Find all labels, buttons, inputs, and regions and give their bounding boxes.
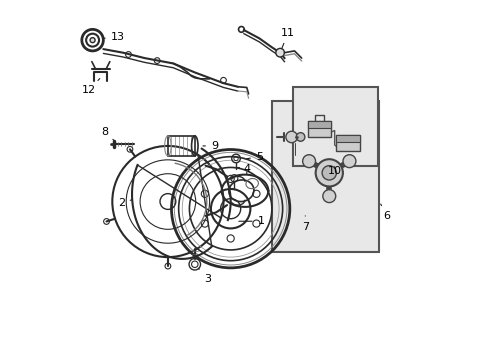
- Text: 1: 1: [239, 216, 265, 226]
- Circle shape: [316, 159, 343, 186]
- Text: 10: 10: [328, 166, 342, 176]
- Text: 12: 12: [82, 78, 100, 95]
- Bar: [272, 101, 379, 252]
- Bar: [337, 135, 360, 151]
- Circle shape: [323, 190, 336, 203]
- Text: 13: 13: [103, 32, 124, 41]
- Circle shape: [343, 155, 356, 168]
- Bar: [294, 87, 378, 166]
- Circle shape: [90, 38, 95, 42]
- Text: 8: 8: [101, 127, 114, 140]
- Circle shape: [296, 133, 305, 141]
- Circle shape: [286, 131, 297, 143]
- Text: 4: 4: [243, 164, 250, 174]
- Bar: [308, 121, 331, 137]
- Text: 7: 7: [302, 216, 309, 231]
- Text: 5: 5: [246, 152, 263, 162]
- Text: 6: 6: [381, 204, 390, 221]
- Bar: [337, 135, 360, 143]
- Text: 3: 3: [198, 268, 211, 284]
- Bar: [168, 136, 195, 156]
- Text: 11: 11: [281, 28, 295, 48]
- Text: 9: 9: [203, 141, 218, 151]
- Circle shape: [303, 155, 316, 168]
- Bar: [308, 121, 331, 128]
- Text: 2: 2: [118, 198, 132, 208]
- Circle shape: [322, 166, 337, 180]
- Circle shape: [276, 48, 285, 57]
